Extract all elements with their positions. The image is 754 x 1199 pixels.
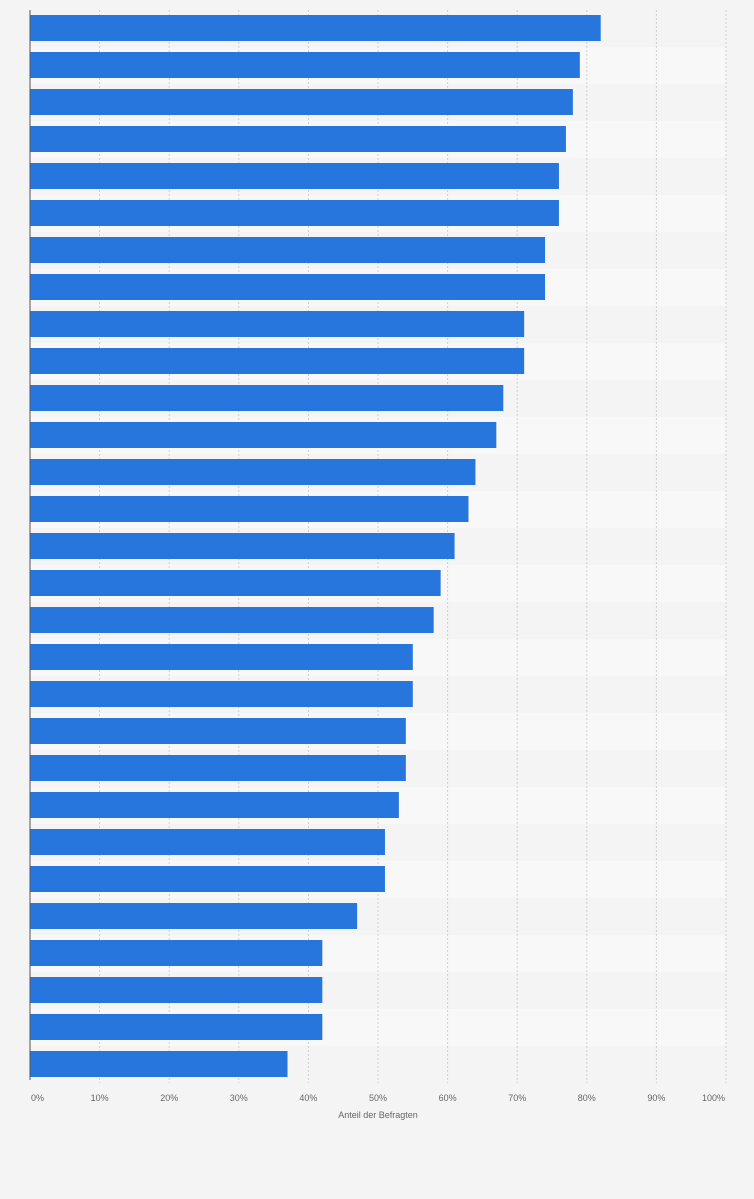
x-tick-label: 60% bbox=[439, 1093, 457, 1103]
x-tick-label: 100% bbox=[702, 1093, 725, 1103]
bar[interactable] bbox=[30, 681, 413, 707]
x-tick-label: 30% bbox=[230, 1093, 248, 1103]
bar[interactable] bbox=[30, 89, 573, 115]
bar[interactable] bbox=[30, 1014, 323, 1040]
x-tick-label: 20% bbox=[160, 1093, 178, 1103]
bar[interactable] bbox=[30, 200, 559, 226]
bar[interactable] bbox=[30, 348, 525, 374]
bar[interactable] bbox=[30, 755, 406, 781]
bar[interactable] bbox=[30, 385, 504, 411]
bar[interactable] bbox=[30, 718, 406, 744]
bar[interactable] bbox=[30, 792, 399, 818]
bar[interactable] bbox=[30, 829, 385, 855]
x-tick-label: 90% bbox=[647, 1093, 665, 1103]
bar[interactable] bbox=[30, 422, 497, 448]
x-tick-label: 10% bbox=[91, 1093, 109, 1103]
bar[interactable] bbox=[30, 237, 546, 263]
bar[interactable] bbox=[30, 644, 413, 670]
bars bbox=[30, 15, 601, 1077]
bar[interactable] bbox=[30, 866, 385, 892]
bar[interactable] bbox=[30, 1051, 288, 1077]
x-tick-label: 40% bbox=[299, 1093, 317, 1103]
bar[interactable] bbox=[30, 570, 441, 596]
bar[interactable] bbox=[30, 126, 566, 152]
bar[interactable] bbox=[30, 15, 601, 41]
bar[interactable] bbox=[30, 496, 469, 522]
x-tick-label: 80% bbox=[578, 1093, 596, 1103]
x-tick-label: 70% bbox=[508, 1093, 526, 1103]
x-tick-label: 50% bbox=[369, 1093, 387, 1103]
bar[interactable] bbox=[30, 52, 580, 78]
bar[interactable] bbox=[30, 940, 323, 966]
bar[interactable] bbox=[30, 607, 434, 633]
bar[interactable] bbox=[30, 533, 455, 559]
bar[interactable] bbox=[30, 903, 358, 929]
bar[interactable] bbox=[30, 311, 525, 337]
bar[interactable] bbox=[30, 459, 476, 485]
x-axis-ticks: 0% 10% 20% 30% 40% 50% 60% 70% 80% 90% 100% bbox=[31, 1093, 725, 1103]
bar[interactable] bbox=[30, 977, 323, 1003]
x-axis-title: Anteil der Befragten bbox=[338, 1110, 418, 1120]
bar[interactable] bbox=[30, 274, 546, 300]
x-tick-label: 0% bbox=[31, 1093, 44, 1103]
bar[interactable] bbox=[30, 163, 559, 189]
